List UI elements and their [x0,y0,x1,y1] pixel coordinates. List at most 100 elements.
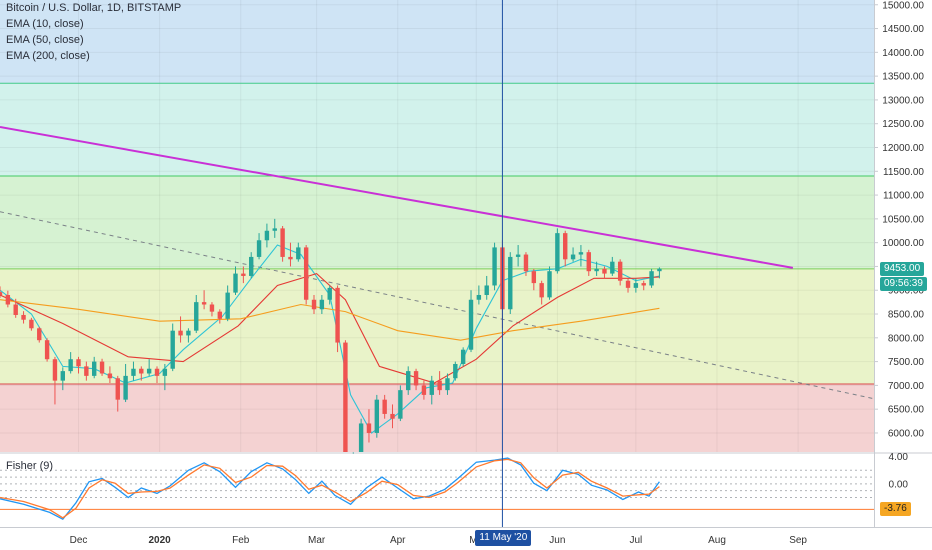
candle-80 [625,278,631,293]
candle-body [225,292,230,319]
candle-body [531,271,537,284]
time-tick-label: Feb [232,535,250,546]
candle-body [264,230,270,241]
candle-63 [492,242,497,291]
zone-band-2 [0,176,874,269]
candle-body [288,256,293,260]
candle-73 [570,247,576,262]
candle-32 [249,252,254,279]
candle-70 [547,266,552,300]
ema50-legend: EMA (50, close) [6,34,84,46]
candle-46 [358,418,364,452]
price-tick-label: 10500.00 [882,214,924,225]
candle-body [327,287,332,300]
candle-body [311,299,317,310]
candle-9 [68,352,73,374]
candle-22 [170,323,175,372]
candle-body [92,361,97,376]
candle-body [508,256,513,310]
time-tick-label: Mar [308,535,326,546]
candle-body [555,233,560,272]
price-tick-label: 7000.00 [888,381,925,392]
candle-60 [468,290,474,353]
candle-35 [272,218,277,238]
candle-84 [657,267,662,279]
candle-body [429,380,434,395]
fisher-series-trigger [0,458,660,519]
candle-23 [178,316,183,343]
candle-40 [311,294,317,315]
candle-body [610,261,615,274]
fisher-background [0,454,874,526]
candle-21 [162,363,168,391]
price-tick-label: 9000.00 [888,286,925,297]
candle-30 [233,266,238,295]
candle-19 [146,359,152,376]
candle-body [563,233,568,260]
candle-body [445,378,450,391]
candle-42 [327,285,332,305]
candle-body [406,371,411,391]
price-tick-label: 7500.00 [888,357,925,368]
candle-body [84,366,89,376]
candle-body [358,423,364,452]
candle-body [60,371,66,381]
candle-body [570,254,576,260]
candle-67 [523,252,529,276]
candle-8 [60,367,66,391]
price-tick-label: 10000.00 [882,238,924,249]
fisher-tick-label: 0.00 [889,479,909,490]
candle-71 [555,228,560,274]
candle-body [319,299,325,310]
candle-body [523,254,529,272]
candle-body [594,268,599,272]
candle-body [492,247,497,286]
candle-54 [421,380,427,400]
time-tick-label: Sep [789,535,807,546]
candle-65 [508,252,513,315]
candle-body [186,330,191,336]
time-tick-label: 2020 [148,535,171,546]
candle-83 [649,268,654,288]
candle-body [201,302,207,305]
ema200-legend: EMA (200, close) [6,50,90,62]
candle-36 [280,226,285,262]
price-tick-label: 13000.00 [882,95,924,106]
time-tick-label: Apr [390,535,406,546]
candle-77 [602,266,607,279]
candle-24 [186,328,191,343]
candle-68 [531,268,537,291]
candle-3 [21,311,26,324]
candle-1 [5,290,11,308]
candle-69 [539,280,544,305]
candle-body [625,280,631,288]
candle-body [303,247,309,300]
candle-14 [107,366,113,384]
candle-37 [288,242,293,267]
candle-44 [343,340,348,452]
candle-6 [44,338,50,362]
candle-78 [610,256,615,276]
candle-body [68,359,73,372]
candle-body [154,368,160,376]
candle-31 [241,266,246,284]
candle-body [146,368,152,374]
candle-51 [398,385,403,422]
candle-body [460,349,466,364]
candle-7 [52,356,58,405]
price-tick-label: 8500.00 [888,310,925,321]
price-tick-label: 15000.00 [882,0,924,11]
price-tick-label: 8000.00 [888,333,925,344]
candle-body [413,371,419,386]
crosshair-date-label: 11 May '20 [475,530,532,546]
candle-52 [406,366,411,395]
candle-28 [217,309,223,324]
candle-38 [296,242,301,262]
candle-body [390,413,395,419]
candle-body [272,228,277,231]
candle-body [296,247,301,260]
candle-body [217,311,223,319]
candle-41 [319,294,325,315]
